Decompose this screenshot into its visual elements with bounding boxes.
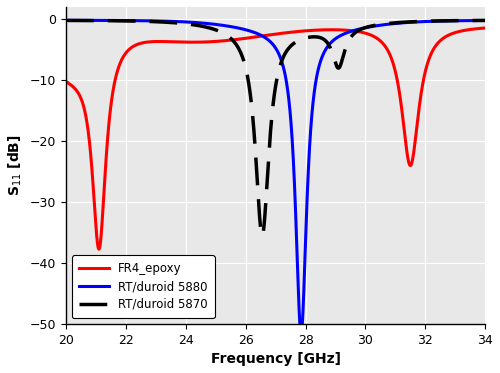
FR4_epoxy xyxy=(63,79,69,84)
Y-axis label: S$_{11}$ [dB]: S$_{11}$ [dB] xyxy=(7,135,24,196)
RT/duroid 5880 xyxy=(223,23,229,28)
RT/duroid 5880 xyxy=(376,23,382,28)
FR4_epoxy xyxy=(140,41,145,45)
RT/duroid 5870 xyxy=(223,33,229,37)
Line: RT/duroid 5880: RT/duroid 5880 xyxy=(66,20,485,324)
FR4_epoxy xyxy=(376,37,382,42)
RT/duroid 5870 xyxy=(408,19,414,24)
RT/duroid 5880 xyxy=(336,34,342,39)
RT/duroid 5880 xyxy=(314,70,320,75)
RT/duroid 5870 xyxy=(482,18,488,23)
RT/duroid 5870 xyxy=(376,22,382,27)
FR4_epoxy xyxy=(336,28,342,32)
RT/duroid 5880 xyxy=(63,18,69,22)
Line: RT/duroid 5870: RT/duroid 5870 xyxy=(66,21,485,235)
RT/duroid 5870 xyxy=(139,19,145,23)
RT/duroid 5870 xyxy=(259,233,265,238)
RT/duroid 5880 xyxy=(139,18,145,23)
FR4_epoxy xyxy=(224,38,230,43)
FR4_epoxy xyxy=(96,247,102,251)
FR4_epoxy xyxy=(408,163,414,167)
FR4_epoxy xyxy=(314,28,320,32)
RT/duroid 5880 xyxy=(482,18,488,23)
RT/duroid 5880 xyxy=(408,20,414,25)
Line: FR4_epoxy: FR4_epoxy xyxy=(66,28,485,249)
RT/duroid 5870 xyxy=(314,35,320,39)
RT/duroid 5880 xyxy=(297,322,303,326)
RT/duroid 5870 xyxy=(63,18,69,23)
Legend: FR4_epoxy, RT/duroid 5880, RT/duroid 5870: FR4_epoxy, RT/duroid 5880, RT/duroid 587… xyxy=(72,255,215,318)
RT/duroid 5870 xyxy=(336,66,342,70)
X-axis label: Frequency [GHz]: Frequency [GHz] xyxy=(210,352,340,366)
FR4_epoxy xyxy=(482,26,488,30)
